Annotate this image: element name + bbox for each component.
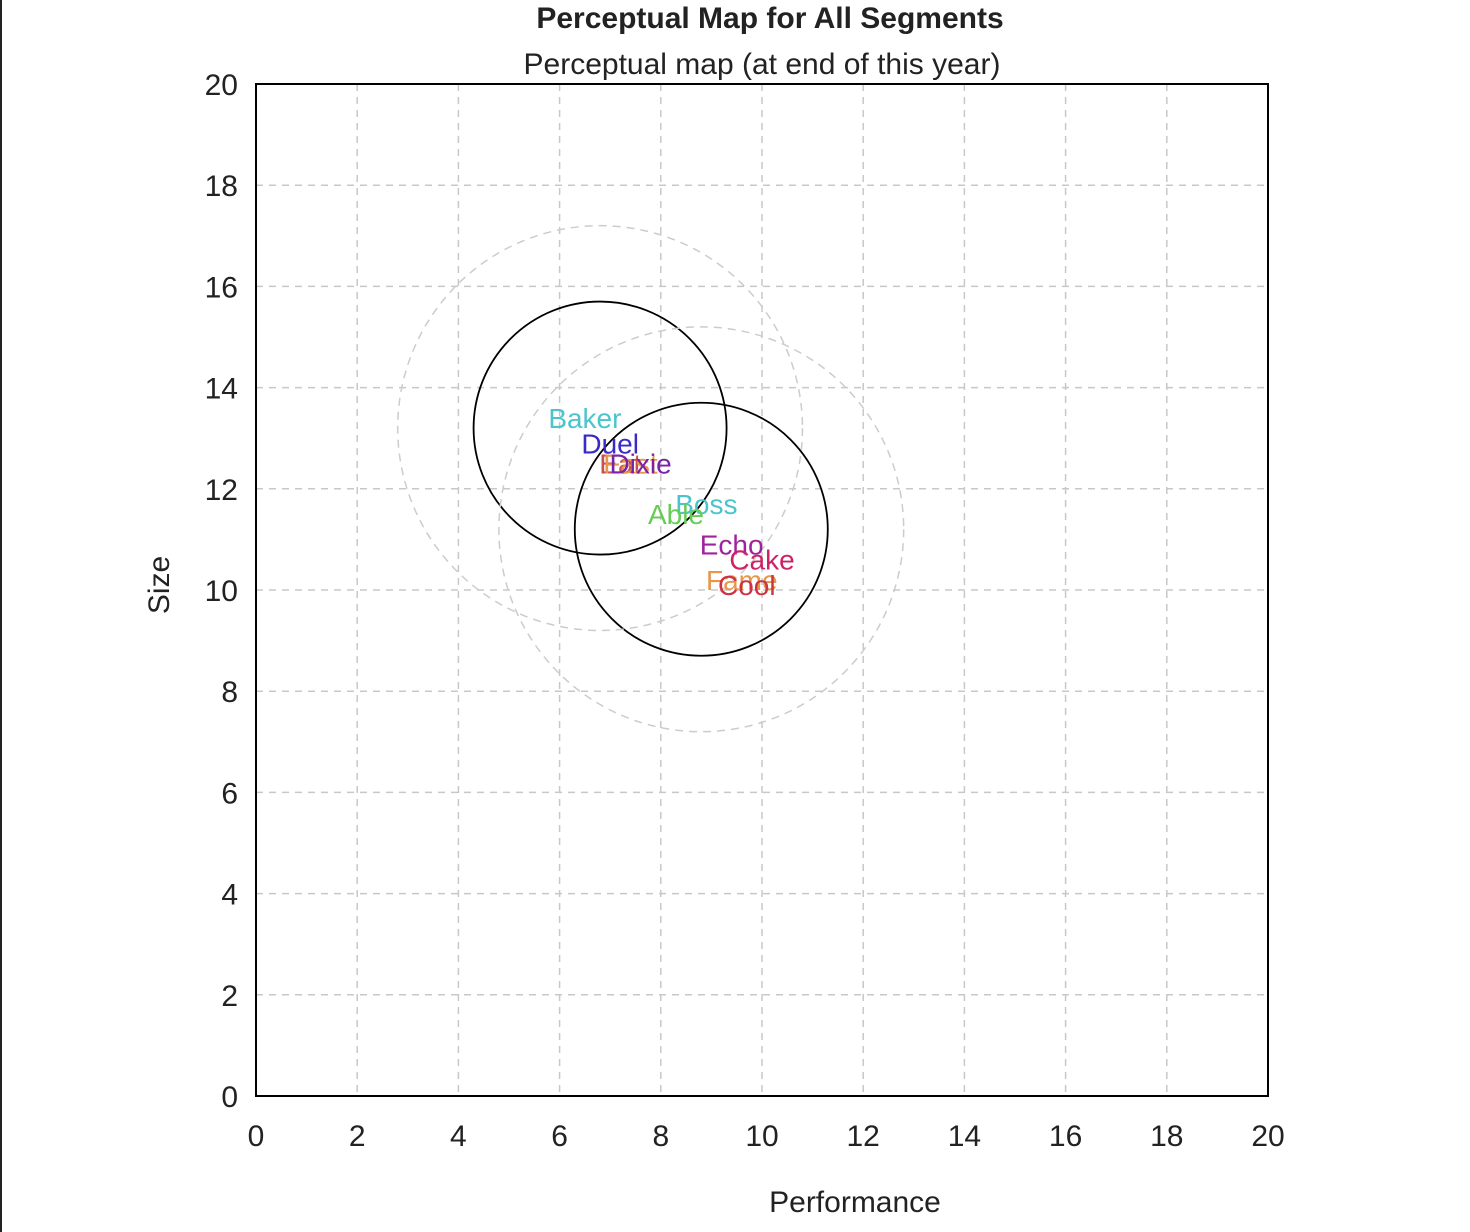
chart-title: Perceptual Map for All Segments <box>536 2 1004 35</box>
y-tick-label: 0 <box>221 1081 238 1114</box>
y-tick-label: 2 <box>221 980 238 1013</box>
product-label-fast: Fast <box>603 449 658 480</box>
product-label-baker: Baker <box>548 403 621 434</box>
segment-inner-circle <box>472 300 728 556</box>
x-tick-label: 0 <box>248 1120 265 1153</box>
y-tick-label: 18 <box>205 170 238 203</box>
y-tick-label: 8 <box>221 676 238 709</box>
x-tick-label: 18 <box>1150 1120 1183 1153</box>
product-label-cool: Cool <box>718 570 776 601</box>
product-label-able: Able <box>648 499 704 530</box>
y-tick-label: 14 <box>205 373 238 406</box>
product-label-boss: Boss <box>675 489 737 520</box>
y-tick-label: 16 <box>205 271 238 304</box>
x-tick-label: 4 <box>450 1120 467 1153</box>
x-tick-label: 16 <box>1049 1120 1082 1153</box>
segment-inner-circle <box>573 401 829 657</box>
product-label-echo: Echo <box>700 529 764 560</box>
x-tick-label: 6 <box>551 1120 568 1153</box>
x-axis-label: Performance <box>769 1186 941 1219</box>
product-label-cake: Cake <box>729 545 794 576</box>
y-tick-label: 10 <box>205 575 238 608</box>
chart-subtitle: Perceptual map (at end of this year) <box>523 48 1001 81</box>
segment-outer-circle <box>498 326 905 733</box>
product-label-eat: Eat <box>599 449 641 480</box>
x-tick-label: 14 <box>948 1120 981 1153</box>
x-tick-label: 12 <box>847 1120 880 1153</box>
plot-area-border <box>255 83 1269 1097</box>
y-tick-label: 4 <box>221 879 238 912</box>
x-tick-label: 2 <box>349 1120 366 1153</box>
y-tick-label: 12 <box>205 474 238 507</box>
product-label-duel: Duel <box>581 428 639 459</box>
y-tick-label: 6 <box>221 777 238 810</box>
y-tick-label: 20 <box>205 69 238 102</box>
product-label-dixie: Dixie <box>609 449 671 480</box>
segment-outer-circle <box>396 224 804 632</box>
x-tick-label: 10 <box>745 1120 778 1153</box>
product-label-fame: Fame <box>706 565 778 596</box>
x-tick-label: 8 <box>652 1120 669 1153</box>
x-tick-label: 20 <box>1251 1120 1284 1153</box>
